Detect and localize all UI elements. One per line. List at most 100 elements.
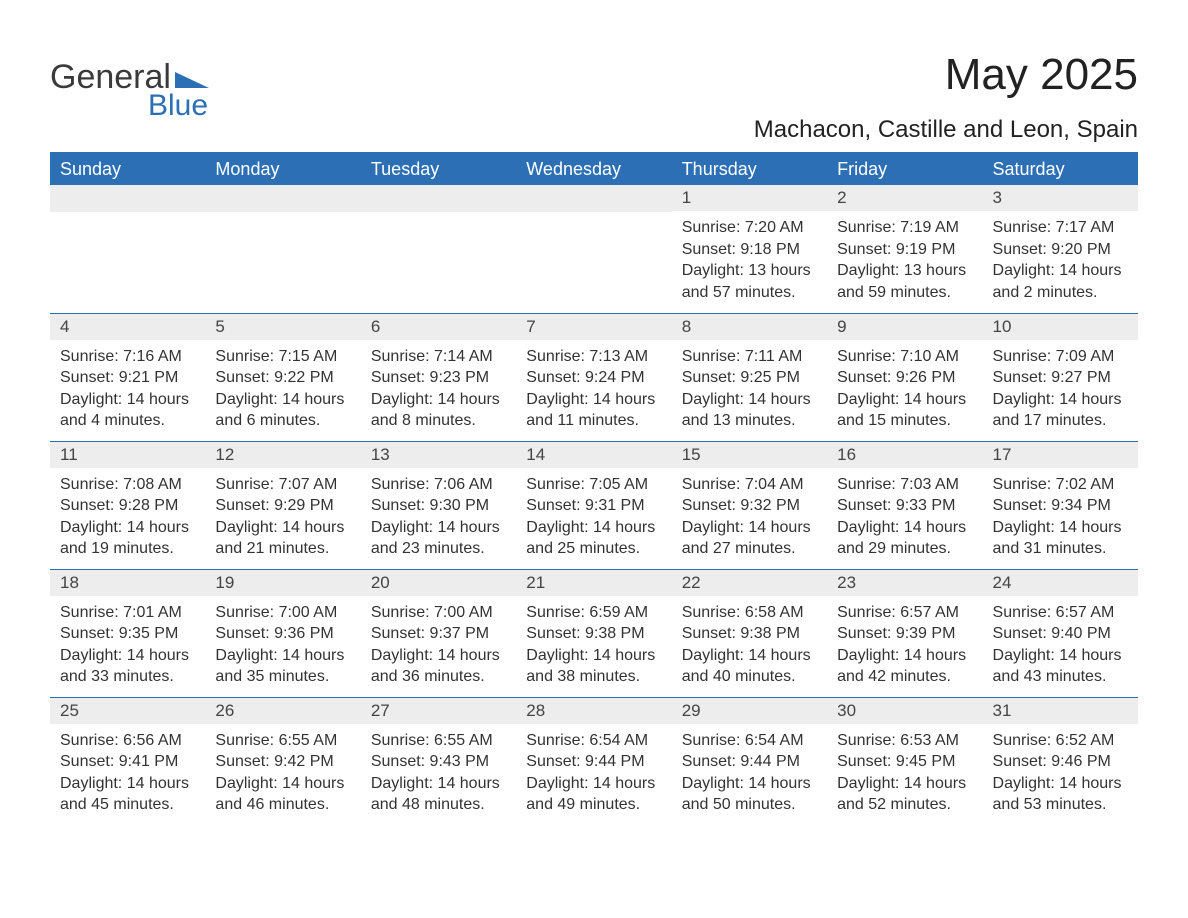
sunset-text: Sunset: 9:35 PM: [60, 623, 195, 645]
sunrise-text: Sunrise: 7:20 AM: [682, 217, 817, 239]
daylight-line2: and 38 minutes.: [526, 666, 661, 688]
day-header: Thursday: [672, 153, 827, 185]
sunrise-text: Sunrise: 6:58 AM: [682, 602, 817, 624]
day-number: 11: [50, 442, 205, 468]
sunset-text: Sunset: 9:37 PM: [371, 623, 506, 645]
sunset-text: Sunset: 9:28 PM: [60, 495, 195, 517]
daylight-line1: Daylight: 14 hours: [682, 645, 817, 667]
daylight-line2: and 11 minutes.: [526, 410, 661, 432]
calendar-day-cell: [50, 185, 205, 313]
day-number: 21: [516, 570, 671, 596]
sunset-text: Sunset: 9:20 PM: [993, 239, 1128, 261]
daylight-line2: and 15 minutes.: [837, 410, 972, 432]
sunrise-text: Sunrise: 7:00 AM: [371, 602, 506, 624]
day-body: Sunrise: 7:02 AMSunset: 9:34 PMDaylight:…: [983, 468, 1138, 564]
sunrise-text: Sunrise: 7:02 AM: [993, 474, 1128, 496]
sunset-text: Sunset: 9:41 PM: [60, 751, 195, 773]
daylight-line1: Daylight: 14 hours: [837, 773, 972, 795]
calendar-header-row: SundayMondayTuesdayWednesdayThursdayFrid…: [50, 153, 1138, 185]
calendar-week-row: 25Sunrise: 6:56 AMSunset: 9:41 PMDayligh…: [50, 697, 1138, 825]
day-number: 13: [361, 442, 516, 468]
sunset-text: Sunset: 9:18 PM: [682, 239, 817, 261]
calendar-day-cell: 23Sunrise: 6:57 AMSunset: 9:39 PMDayligh…: [827, 569, 982, 697]
sunrise-text: Sunrise: 7:16 AM: [60, 346, 195, 368]
daylight-line1: Daylight: 14 hours: [993, 517, 1128, 539]
daylight-line2: and 35 minutes.: [215, 666, 350, 688]
day-body: Sunrise: 7:08 AMSunset: 9:28 PMDaylight:…: [50, 468, 205, 564]
day-body: Sunrise: 6:53 AMSunset: 9:45 PMDaylight:…: [827, 724, 982, 820]
daylight-line2: and 8 minutes.: [371, 410, 506, 432]
sunrise-text: Sunrise: 7:15 AM: [215, 346, 350, 368]
logo-triangle-icon: [175, 72, 209, 88]
empty-day-header: [516, 185, 671, 212]
sunrise-text: Sunrise: 7:08 AM: [60, 474, 195, 496]
sunset-text: Sunset: 9:43 PM: [371, 751, 506, 773]
sunrise-text: Sunrise: 7:00 AM: [215, 602, 350, 624]
sunrise-text: Sunrise: 7:05 AM: [526, 474, 661, 496]
sunset-text: Sunset: 9:29 PM: [215, 495, 350, 517]
daylight-line2: and 57 minutes.: [682, 282, 817, 304]
sunrise-text: Sunrise: 7:03 AM: [837, 474, 972, 496]
day-number: 18: [50, 570, 205, 596]
day-body: Sunrise: 6:55 AMSunset: 9:42 PMDaylight:…: [205, 724, 360, 820]
daylight-line1: Daylight: 14 hours: [682, 773, 817, 795]
sunrise-text: Sunrise: 7:04 AM: [682, 474, 817, 496]
day-header: Sunday: [50, 153, 205, 185]
day-number: 8: [672, 314, 827, 340]
day-header: Wednesday: [516, 153, 671, 185]
daylight-line2: and 43 minutes.: [993, 666, 1128, 688]
day-body: Sunrise: 7:20 AMSunset: 9:18 PMDaylight:…: [672, 211, 827, 307]
daylight-line1: Daylight: 13 hours: [837, 260, 972, 282]
day-number: 3: [983, 185, 1138, 211]
daylight-line1: Daylight: 14 hours: [60, 773, 195, 795]
daylight-line1: Daylight: 14 hours: [60, 389, 195, 411]
sunset-text: Sunset: 9:36 PM: [215, 623, 350, 645]
daylight-line2: and 48 minutes.: [371, 794, 506, 816]
calendar-day-cell: 3Sunrise: 7:17 AMSunset: 9:20 PMDaylight…: [983, 185, 1138, 313]
daylight-line2: and 50 minutes.: [682, 794, 817, 816]
daylight-line1: Daylight: 14 hours: [371, 389, 506, 411]
day-header: Tuesday: [361, 153, 516, 185]
day-body: Sunrise: 7:05 AMSunset: 9:31 PMDaylight:…: [516, 468, 671, 564]
calendar-table: SundayMondayTuesdayWednesdayThursdayFrid…: [50, 152, 1138, 825]
daylight-line1: Daylight: 14 hours: [526, 389, 661, 411]
calendar-day-cell: 17Sunrise: 7:02 AMSunset: 9:34 PMDayligh…: [983, 441, 1138, 569]
daylight-line2: and 49 minutes.: [526, 794, 661, 816]
day-number: 20: [361, 570, 516, 596]
daylight-line2: and 42 minutes.: [837, 666, 972, 688]
day-number: 15: [672, 442, 827, 468]
day-number: 19: [205, 570, 360, 596]
sunset-text: Sunset: 9:31 PM: [526, 495, 661, 517]
calendar-day-cell: 4Sunrise: 7:16 AMSunset: 9:21 PMDaylight…: [50, 313, 205, 441]
sunset-text: Sunset: 9:38 PM: [526, 623, 661, 645]
day-number: 31: [983, 698, 1138, 724]
calendar-day-cell: 16Sunrise: 7:03 AMSunset: 9:33 PMDayligh…: [827, 441, 982, 569]
daylight-line2: and 59 minutes.: [837, 282, 972, 304]
day-body: Sunrise: 7:04 AMSunset: 9:32 PMDaylight:…: [672, 468, 827, 564]
sunrise-text: Sunrise: 6:54 AM: [526, 730, 661, 752]
calendar-day-cell: 15Sunrise: 7:04 AMSunset: 9:32 PMDayligh…: [672, 441, 827, 569]
day-number: 6: [361, 314, 516, 340]
daylight-line1: Daylight: 14 hours: [371, 773, 506, 795]
sunset-text: Sunset: 9:42 PM: [215, 751, 350, 773]
empty-day-header: [50, 185, 205, 212]
calendar-week-row: 11Sunrise: 7:08 AMSunset: 9:28 PMDayligh…: [50, 441, 1138, 569]
sunset-text: Sunset: 9:46 PM: [993, 751, 1128, 773]
sunset-text: Sunset: 9:38 PM: [682, 623, 817, 645]
calendar-day-cell: 30Sunrise: 6:53 AMSunset: 9:45 PMDayligh…: [827, 697, 982, 825]
calendar-day-cell: 22Sunrise: 6:58 AMSunset: 9:38 PMDayligh…: [672, 569, 827, 697]
calendar-day-cell: 27Sunrise: 6:55 AMSunset: 9:43 PMDayligh…: [361, 697, 516, 825]
daylight-line1: Daylight: 14 hours: [837, 645, 972, 667]
daylight-line2: and 33 minutes.: [60, 666, 195, 688]
day-body: Sunrise: 7:19 AMSunset: 9:19 PMDaylight:…: [827, 211, 982, 307]
daylight-line1: Daylight: 14 hours: [526, 773, 661, 795]
calendar-day-cell: 25Sunrise: 6:56 AMSunset: 9:41 PMDayligh…: [50, 697, 205, 825]
daylight-line2: and 29 minutes.: [837, 538, 972, 560]
day-number: 17: [983, 442, 1138, 468]
day-body: Sunrise: 6:52 AMSunset: 9:46 PMDaylight:…: [983, 724, 1138, 820]
title-block: May 2025 Machacon, Castille and Leon, Sp…: [754, 50, 1138, 144]
day-number: 12: [205, 442, 360, 468]
calendar-week-row: 4Sunrise: 7:16 AMSunset: 9:21 PMDaylight…: [50, 313, 1138, 441]
day-body: Sunrise: 7:07 AMSunset: 9:29 PMDaylight:…: [205, 468, 360, 564]
sunset-text: Sunset: 9:19 PM: [837, 239, 972, 261]
